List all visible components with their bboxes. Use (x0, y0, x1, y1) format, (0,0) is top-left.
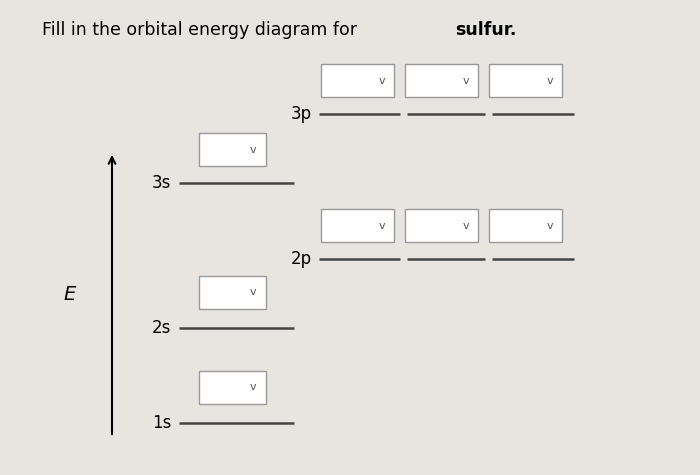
Text: v: v (462, 220, 469, 231)
Text: 3s: 3s (152, 174, 172, 192)
Text: Fill in the orbital energy diagram for: Fill in the orbital energy diagram for (42, 21, 363, 39)
FancyBboxPatch shape (199, 133, 266, 166)
FancyBboxPatch shape (489, 64, 562, 97)
FancyBboxPatch shape (321, 64, 394, 97)
Text: 2p: 2p (290, 250, 312, 268)
FancyBboxPatch shape (199, 276, 266, 309)
Text: v: v (250, 144, 257, 155)
FancyBboxPatch shape (405, 64, 478, 97)
FancyBboxPatch shape (405, 209, 478, 242)
Text: 3p: 3p (290, 105, 312, 123)
Text: v: v (546, 220, 553, 231)
Text: v: v (250, 287, 257, 297)
Text: v: v (546, 76, 553, 86)
Text: v: v (462, 76, 469, 86)
Text: sulfur.: sulfur. (456, 21, 517, 39)
Text: v: v (250, 382, 257, 392)
FancyBboxPatch shape (489, 209, 562, 242)
Text: v: v (378, 220, 385, 231)
Text: v: v (378, 76, 385, 86)
Text: 2s: 2s (152, 319, 172, 337)
Text: E: E (64, 285, 76, 304)
Text: 1s: 1s (152, 414, 172, 432)
FancyBboxPatch shape (199, 370, 266, 404)
FancyBboxPatch shape (321, 209, 394, 242)
